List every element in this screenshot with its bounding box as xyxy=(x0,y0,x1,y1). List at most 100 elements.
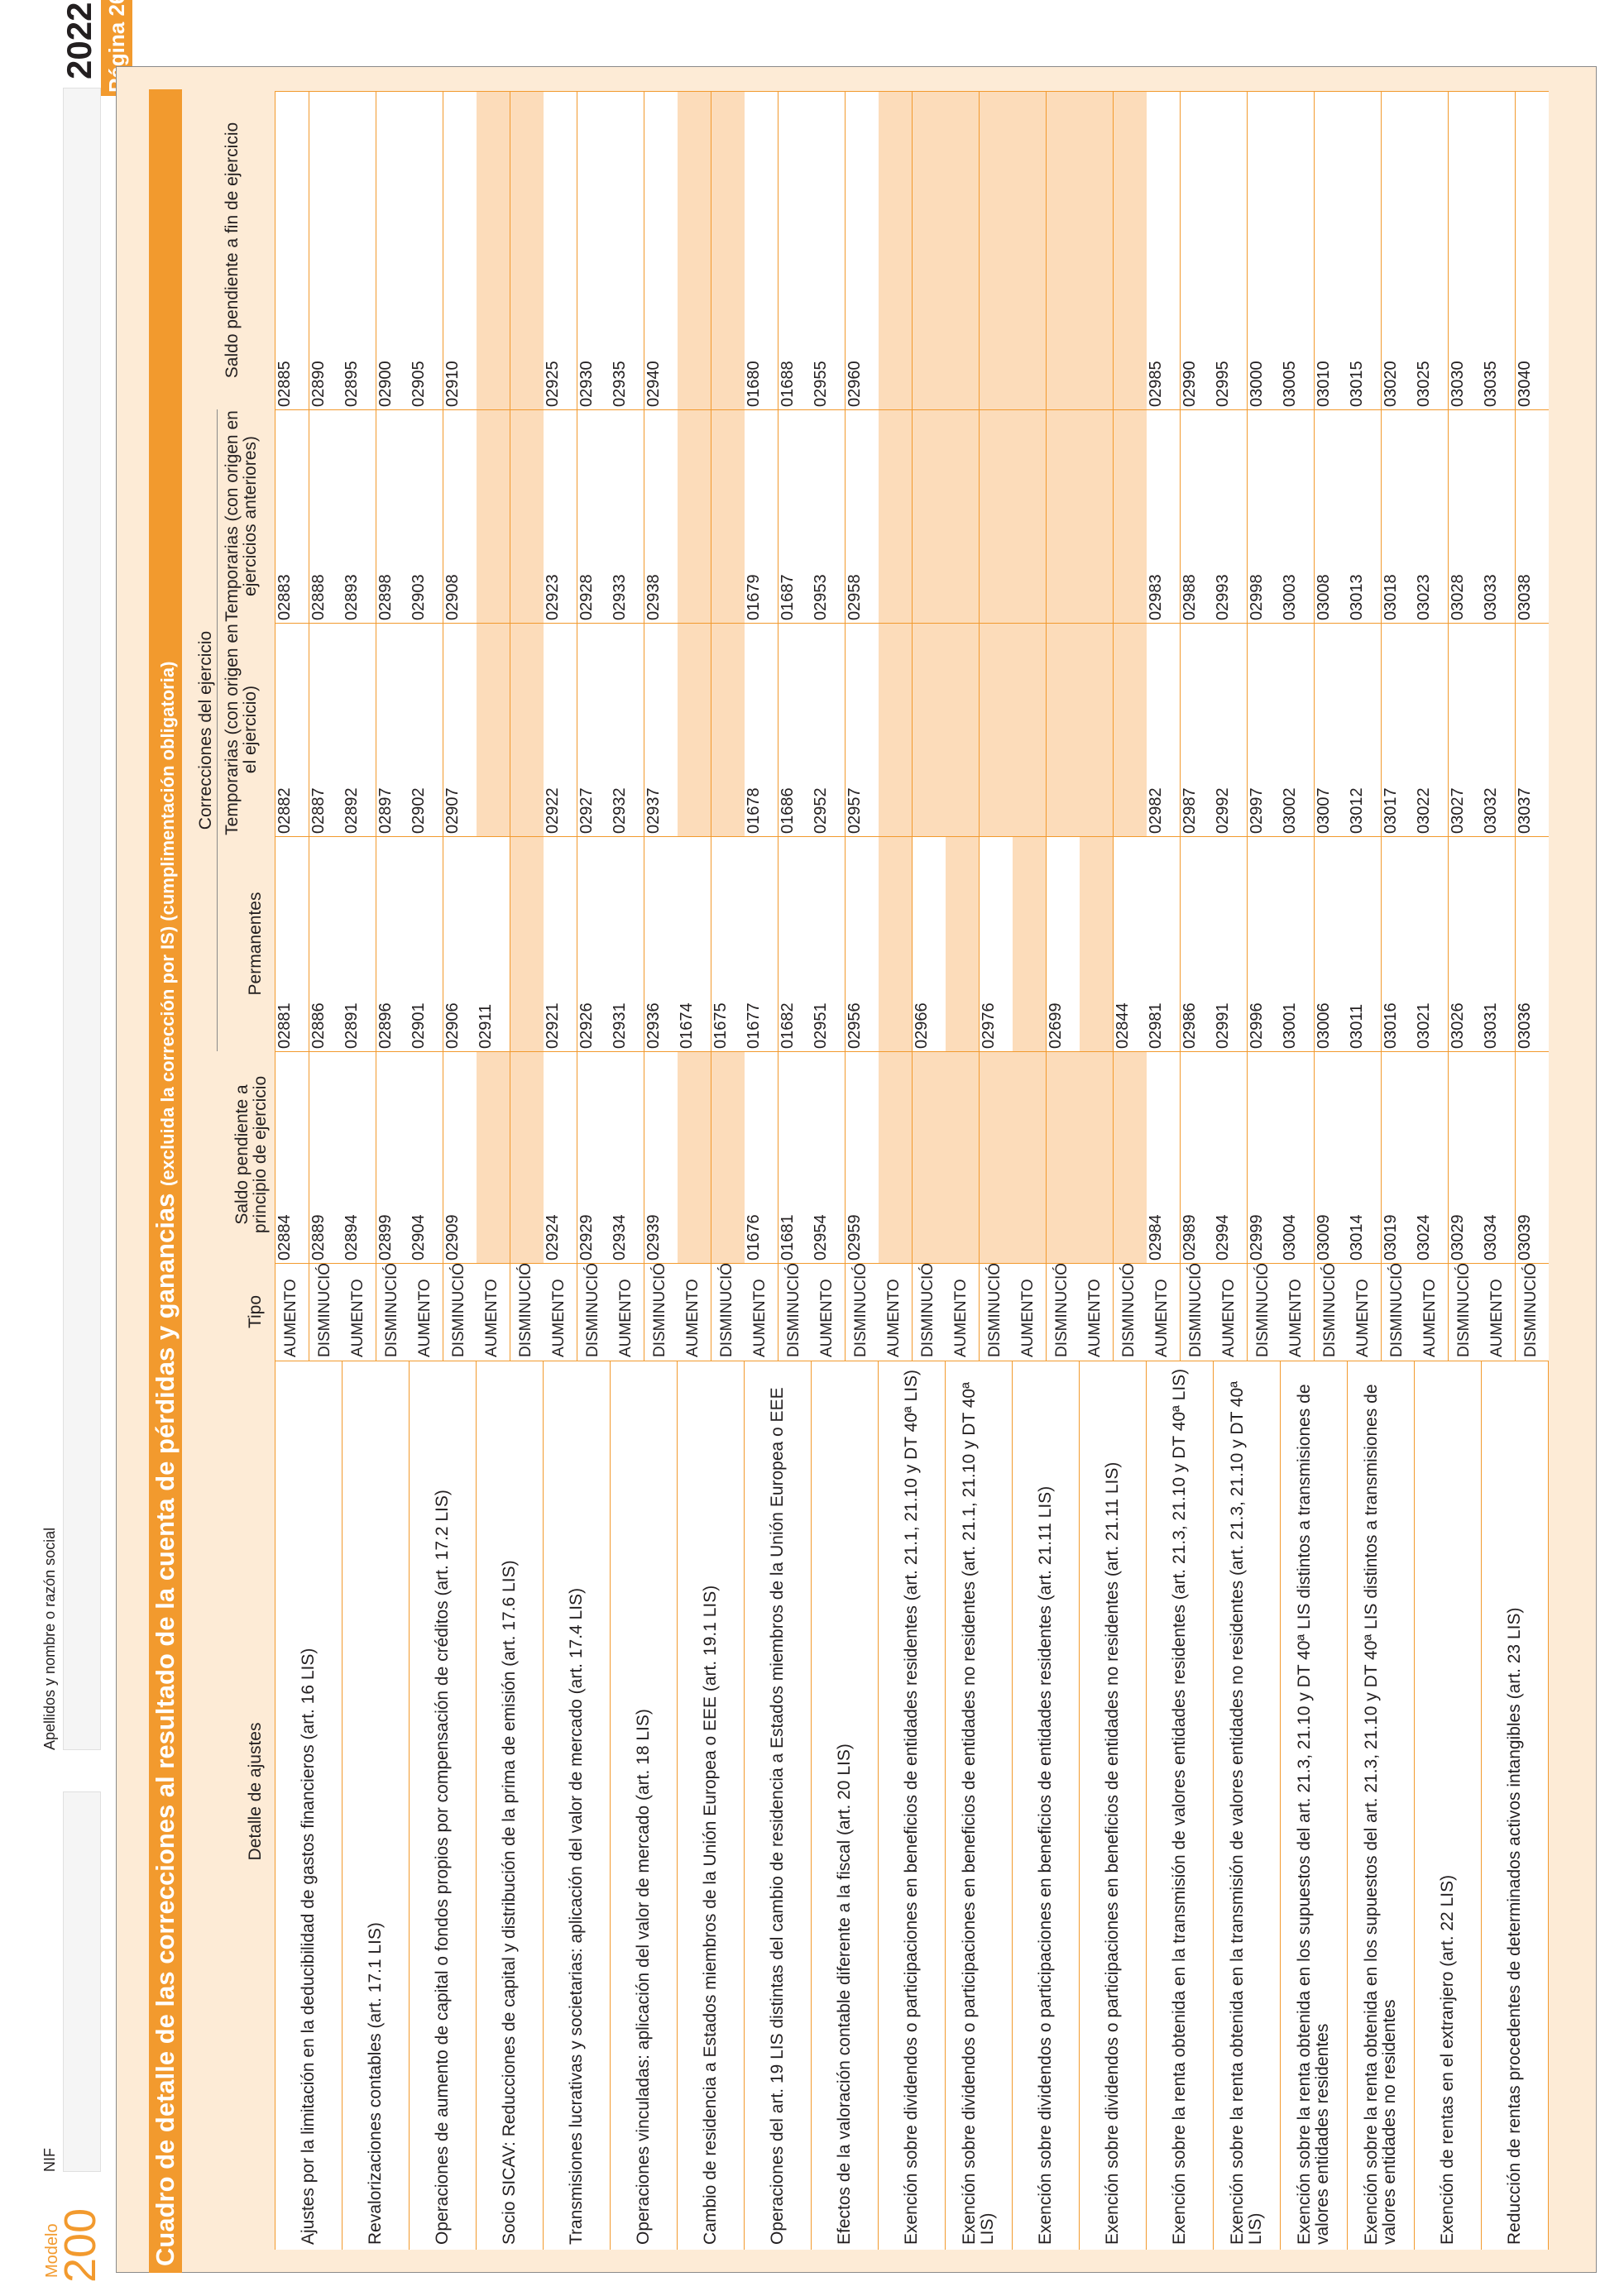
temporarias-ant-cell[interactable]: 03003 xyxy=(1281,409,1314,623)
permanentes-cell[interactable]: 03036 xyxy=(1516,836,1549,1051)
permanentes-cell[interactable]: 02976 xyxy=(980,836,1013,1051)
temporarias-cell[interactable]: 03032 xyxy=(1482,623,1515,836)
temporarias-cell[interactable]: 02992 xyxy=(1214,623,1247,836)
saldo-inicio-cell[interactable]: 02889 xyxy=(309,1051,343,1263)
permanentes-cell[interactable]: 02896 xyxy=(376,836,410,1051)
saldo-inicio-cell[interactable]: 02909 xyxy=(443,1051,477,1263)
temporarias-ant-cell[interactable]: 03023 xyxy=(1415,409,1448,623)
temporarias-ant-cell[interactable]: 02898 xyxy=(376,409,410,623)
saldo-fin-cell[interactable]: 02955 xyxy=(812,91,845,409)
temporarias-ant-cell[interactable]: 02993 xyxy=(1214,409,1247,623)
saldo-inicio-cell[interactable]: 02994 xyxy=(1214,1051,1247,1263)
saldo-inicio-cell[interactable]: 02904 xyxy=(410,1051,443,1263)
temporarias-ant-cell[interactable]: 02928 xyxy=(577,409,611,623)
temporarias-ant-cell[interactable]: 01679 xyxy=(745,409,778,623)
saldo-inicio-cell[interactable]: 02959 xyxy=(846,1051,879,1263)
temporarias-cell[interactable]: 03022 xyxy=(1415,623,1448,836)
permanentes-cell[interactable]: 01677 xyxy=(745,836,778,1051)
temporarias-ant-cell[interactable]: 03018 xyxy=(1382,409,1415,623)
permanentes-cell[interactable]: 02956 xyxy=(846,836,879,1051)
permanentes-cell[interactable]: 02926 xyxy=(577,836,611,1051)
saldo-fin-cell[interactable]: 03005 xyxy=(1281,91,1314,409)
permanentes-cell[interactable]: 01675 xyxy=(711,836,745,1051)
saldo-fin-cell[interactable]: 02895 xyxy=(343,91,376,409)
name-field[interactable] xyxy=(63,88,101,1750)
temporarias-ant-cell[interactable]: 02953 xyxy=(812,409,845,623)
temporarias-cell[interactable]: 02957 xyxy=(846,623,879,836)
temporarias-cell[interactable]: 01686 xyxy=(778,623,812,836)
permanentes-cell[interactable]: 02881 xyxy=(275,836,309,1051)
permanentes-cell[interactable]: 01674 xyxy=(678,836,711,1051)
permanentes-cell[interactable]: 02981 xyxy=(1147,836,1180,1051)
permanentes-cell[interactable]: 02996 xyxy=(1248,836,1281,1051)
saldo-inicio-cell[interactable]: 02939 xyxy=(644,1051,678,1263)
permanentes-cell[interactable]: 02886 xyxy=(309,836,343,1051)
saldo-fin-cell[interactable]: 02900 xyxy=(376,91,410,409)
saldo-inicio-cell[interactable]: 02894 xyxy=(343,1051,376,1263)
saldo-inicio-cell[interactable]: 01681 xyxy=(778,1051,812,1263)
permanentes-cell[interactable]: 03031 xyxy=(1482,836,1515,1051)
temporarias-cell[interactable]: 02927 xyxy=(577,623,611,836)
saldo-inicio-cell[interactable]: 03004 xyxy=(1281,1051,1314,1263)
saldo-inicio-cell[interactable]: 02934 xyxy=(611,1051,644,1263)
saldo-inicio-cell[interactable]: 02954 xyxy=(812,1051,845,1263)
saldo-inicio-cell[interactable]: 03034 xyxy=(1482,1051,1515,1263)
temporarias-cell[interactable]: 01678 xyxy=(745,623,778,836)
temporarias-ant-cell[interactable]: 02893 xyxy=(343,409,376,623)
saldo-fin-cell[interactable]: 02990 xyxy=(1181,91,1214,409)
saldo-fin-cell[interactable]: 02925 xyxy=(544,91,577,409)
saldo-inicio-cell[interactable]: 03029 xyxy=(1449,1051,1482,1263)
temporarias-cell[interactable]: 02932 xyxy=(611,623,644,836)
temporarias-cell[interactable]: 02907 xyxy=(443,623,477,836)
temporarias-ant-cell[interactable]: 02933 xyxy=(611,409,644,623)
saldo-inicio-cell[interactable]: 02984 xyxy=(1147,1051,1180,1263)
permanentes-cell[interactable]: 02699 xyxy=(1047,836,1080,1051)
saldo-inicio-cell[interactable]: 02884 xyxy=(275,1051,309,1263)
saldo-inicio-cell[interactable]: 03019 xyxy=(1382,1051,1415,1263)
temporarias-cell[interactable]: 02982 xyxy=(1147,623,1180,836)
temporarias-ant-cell[interactable]: 02958 xyxy=(846,409,879,623)
saldo-fin-cell[interactable]: 03010 xyxy=(1315,91,1348,409)
permanentes-cell[interactable]: 02966 xyxy=(913,836,946,1051)
permanentes-cell[interactable]: 02844 xyxy=(1114,836,1147,1051)
temporarias-cell[interactable]: 03027 xyxy=(1449,623,1482,836)
permanentes-cell[interactable]: 02921 xyxy=(544,836,577,1051)
temporarias-ant-cell[interactable]: 02908 xyxy=(443,409,477,623)
temporarias-cell[interactable]: 02897 xyxy=(376,623,410,836)
temporarias-cell[interactable]: 03017 xyxy=(1382,623,1415,836)
saldo-inicio-cell[interactable]: 01676 xyxy=(745,1051,778,1263)
permanentes-cell[interactable]: 02936 xyxy=(644,836,678,1051)
saldo-inicio-cell[interactable]: 02989 xyxy=(1181,1051,1214,1263)
saldo-fin-cell[interactable]: 01688 xyxy=(778,91,812,409)
temporarias-ant-cell[interactable]: 02883 xyxy=(275,409,309,623)
permanentes-cell[interactable]: 01682 xyxy=(778,836,812,1051)
temporarias-ant-cell[interactable]: 02888 xyxy=(309,409,343,623)
temporarias-cell[interactable]: 02887 xyxy=(309,623,343,836)
permanentes-cell[interactable]: 02986 xyxy=(1181,836,1214,1051)
saldo-fin-cell[interactable]: 03030 xyxy=(1449,91,1482,409)
permanentes-cell[interactable]: 03026 xyxy=(1449,836,1482,1051)
permanentes-cell[interactable]: 02991 xyxy=(1214,836,1247,1051)
temporarias-ant-cell[interactable]: 02903 xyxy=(410,409,443,623)
temporarias-cell[interactable]: 02937 xyxy=(644,623,678,836)
saldo-fin-cell[interactable]: 02885 xyxy=(275,91,309,409)
permanentes-cell[interactable]: 02891 xyxy=(343,836,376,1051)
permanentes-cell[interactable]: 02911 xyxy=(477,836,510,1051)
temporarias-cell[interactable]: 02902 xyxy=(410,623,443,836)
permanentes-cell[interactable]: 02931 xyxy=(611,836,644,1051)
permanentes-cell[interactable]: 03001 xyxy=(1281,836,1314,1051)
saldo-fin-cell[interactable]: 03040 xyxy=(1516,91,1549,409)
temporarias-ant-cell[interactable]: 02988 xyxy=(1181,409,1214,623)
temporarias-cell[interactable]: 02952 xyxy=(812,623,845,836)
permanentes-cell[interactable]: 03006 xyxy=(1315,836,1348,1051)
temporarias-cell[interactable]: 03037 xyxy=(1516,623,1549,836)
saldo-inicio-cell[interactable]: 02929 xyxy=(577,1051,611,1263)
temporarias-ant-cell[interactable]: 01687 xyxy=(778,409,812,623)
saldo-fin-cell[interactable]: 03000 xyxy=(1248,91,1281,409)
nif-field[interactable] xyxy=(63,1791,101,2172)
permanentes-cell[interactable]: 03016 xyxy=(1382,836,1415,1051)
saldo-inicio-cell[interactable]: 02899 xyxy=(376,1051,410,1263)
temporarias-ant-cell[interactable]: 02983 xyxy=(1147,409,1180,623)
temporarias-cell[interactable]: 02892 xyxy=(343,623,376,836)
saldo-inicio-cell[interactable]: 03039 xyxy=(1516,1051,1549,1263)
